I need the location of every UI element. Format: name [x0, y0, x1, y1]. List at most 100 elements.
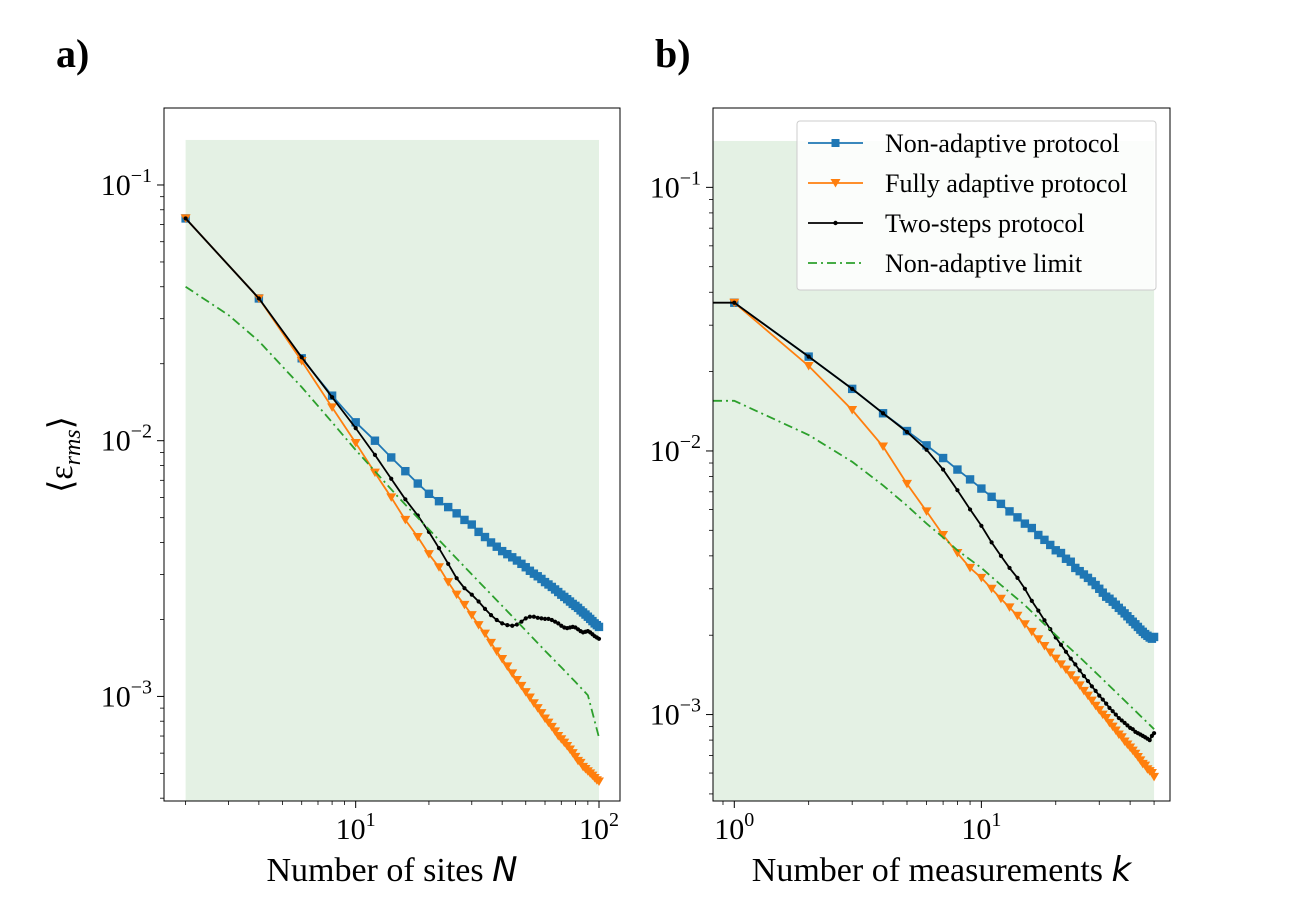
data-point	[1007, 565, 1012, 571]
y-tick-label: 10−1	[650, 167, 701, 204]
data-point	[1056, 548, 1066, 558]
data-point	[387, 453, 396, 462]
data-point	[1055, 660, 1066, 669]
data-point	[369, 468, 380, 478]
axes-frame	[712, 107, 1171, 802]
data-point	[593, 777, 604, 786]
data-point	[330, 395, 335, 400]
data-point	[351, 418, 360, 427]
legend: Non-adaptive protocol Fully adaptive prot…	[796, 120, 1157, 291]
data-point	[494, 617, 499, 623]
data-point	[1081, 673, 1087, 679]
data-point	[433, 563, 444, 572]
data-point	[1066, 557, 1075, 566]
data-point	[1110, 709, 1115, 714]
series-two_steps	[713, 300, 1157, 743]
data-point	[1074, 681, 1085, 690]
data-point	[256, 296, 261, 301]
data-point	[503, 549, 512, 559]
data-point	[850, 386, 855, 391]
data-point	[1089, 684, 1094, 689]
data-point	[476, 599, 481, 604]
data-point	[1015, 575, 1020, 580]
legend-label: Non-adaptive limit	[885, 249, 1083, 278]
data-point	[436, 546, 442, 551]
data-point	[1051, 546, 1060, 555]
data-point	[535, 615, 540, 620]
data-point	[1012, 611, 1023, 621]
x-axis-label: Number of sites N	[266, 850, 517, 890]
data-point	[508, 553, 517, 562]
data-point	[1027, 523, 1037, 533]
data-point	[880, 411, 886, 416]
x-tick-label: 101	[961, 809, 1001, 846]
data-point	[965, 563, 976, 573]
data-point	[516, 681, 527, 691]
series-fully_adaptive	[729, 298, 1160, 782]
data-point	[1022, 586, 1027, 591]
legend-marker	[833, 220, 838, 226]
data-point	[938, 530, 949, 540]
data-point	[413, 479, 422, 488]
data-point	[491, 647, 502, 656]
data-point	[1070, 676, 1081, 685]
legend-box	[796, 120, 1157, 291]
data-point	[594, 622, 604, 632]
data-point	[497, 655, 508, 664]
data-point	[370, 436, 380, 445]
data-point	[536, 709, 547, 718]
data-point	[486, 638, 497, 648]
data-point	[452, 509, 461, 518]
data-point	[1077, 668, 1082, 673]
panel-a-label: a)	[56, 31, 90, 76]
data-point	[1045, 648, 1056, 657]
data-point	[976, 573, 987, 583]
data-point	[1113, 712, 1118, 717]
data-point	[955, 488, 960, 493]
legend-label: Fully adaptive protocol	[885, 169, 1128, 198]
data-point	[878, 442, 889, 451]
data-point	[965, 475, 975, 484]
data-point	[1093, 688, 1098, 693]
data-point	[596, 636, 602, 641]
data-point	[1040, 535, 1049, 545]
data-point	[550, 727, 561, 736]
data-point	[732, 300, 737, 305]
series-limit	[713, 399, 1155, 730]
data-point	[386, 493, 397, 502]
data-point	[539, 616, 544, 621]
data-point	[507, 669, 518, 678]
data-point	[1075, 566, 1084, 576]
data-point	[469, 592, 474, 597]
data-point	[480, 532, 490, 542]
data-point	[953, 465, 962, 474]
data-point	[1101, 714, 1112, 723]
y-tick-label: 10−3	[650, 695, 701, 732]
data-point	[546, 616, 551, 621]
data-point	[1094, 706, 1105, 715]
data-point	[1020, 519, 1030, 528]
data-point	[497, 546, 507, 556]
data-point	[1029, 598, 1034, 603]
data-point	[979, 523, 984, 528]
y-tick-label: 10−1	[101, 165, 152, 202]
data-point	[1125, 723, 1130, 728]
data-point	[520, 688, 531, 697]
data-point	[474, 527, 483, 537]
data-point	[546, 722, 557, 732]
data-point	[1004, 603, 1015, 612]
data-point	[1149, 632, 1159, 642]
data-point	[1071, 563, 1080, 573]
data-point	[549, 617, 554, 623]
data-point	[488, 612, 494, 618]
shaded-region	[185, 139, 599, 801]
data-point	[299, 355, 304, 360]
data-point	[400, 515, 411, 525]
data-point	[1050, 654, 1061, 664]
data-point	[460, 515, 469, 525]
data-point	[389, 476, 394, 481]
x-tick-label: 100	[714, 809, 754, 846]
data-point	[1116, 715, 1121, 721]
data-point	[443, 502, 453, 512]
data-point	[1116, 733, 1127, 742]
